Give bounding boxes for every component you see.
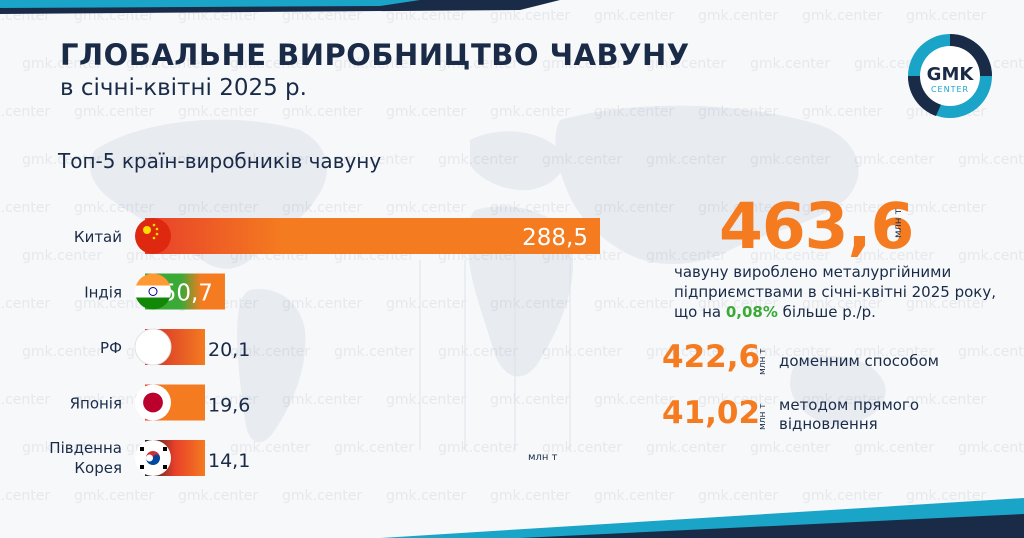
flag-outline: [134, 328, 172, 366]
blast-furnace-unit: млн т: [758, 348, 768, 375]
flag-star: [143, 226, 151, 234]
category-label: РФ: [100, 339, 122, 357]
total-unit: млн т: [893, 208, 904, 238]
page-subtitle: в січні-квітні 2025 р.: [60, 75, 307, 101]
value-label: 14,1: [208, 450, 250, 472]
direct-reduction-unit: млн т: [758, 403, 768, 430]
flag-trigram: [163, 465, 167, 469]
logo-text-center: CENTER: [931, 85, 969, 94]
china-flag-icon: [135, 218, 171, 254]
growth-highlight: 0,08%: [725, 303, 778, 321]
flag-trigram: [140, 447, 144, 451]
category-label: Японія: [70, 395, 122, 413]
flag-stripe: [135, 297, 171, 310]
page-title: ГЛОБАЛЬНЕ ВИРОБНИЦТВО ЧАВУНУ: [60, 38, 690, 72]
total-value: 463,6: [719, 190, 914, 263]
flag-stripe: [135, 273, 171, 286]
top-decor-strip: [0, 0, 560, 14]
category-label: Корея: [74, 459, 122, 477]
japan-flag-icon: [135, 384, 171, 421]
blast-furnace-label: доменним способом: [779, 352, 939, 370]
flag-taeguk: [146, 454, 160, 465]
value-label: 20,1: [208, 339, 250, 361]
summary-description: чавуну вироблено металургійними підприєм…: [674, 262, 1004, 322]
flag-sun: [143, 392, 163, 413]
flag-star: [152, 236, 156, 240]
logo-text-gmk: GMK: [927, 64, 975, 85]
chart-unit-label: млн т: [528, 452, 558, 463]
direct-reduction-value: 41,02: [662, 395, 761, 431]
value-label: 288,5: [522, 225, 588, 251]
direct-reduction-label: методом прямого відновлення: [779, 396, 919, 433]
category-label: Південна: [49, 439, 122, 457]
flag-star: [155, 232, 159, 236]
flag-wheel: [148, 287, 158, 296]
description-text: чавуну вироблено металургійними підприєм…: [674, 263, 996, 321]
category-label: Китай: [74, 228, 122, 246]
chart-title: Топ-5 країн-виробників чавуну: [58, 149, 382, 173]
gmk-center-logo: GMK CENTER: [907, 34, 992, 118]
description-tail: більше р./р.: [777, 303, 876, 321]
flag-field: [135, 218, 171, 254]
bar-0: [145, 218, 600, 254]
flag-star: [155, 227, 159, 231]
blast-furnace-value: 422,6: [662, 339, 761, 375]
flag-star: [152, 223, 156, 227]
category-label: Індія: [84, 284, 122, 302]
flag-stripe: [135, 285, 171, 298]
south-korea-flag-icon: [135, 440, 171, 476]
india-flag-icon: [135, 273, 171, 310]
value-label: 19,6: [208, 395, 250, 417]
flag-field: [135, 329, 171, 365]
flag-trigram: [140, 465, 144, 469]
russia-flag-icon: [134, 328, 172, 366]
flag-trigram: [163, 447, 167, 451]
